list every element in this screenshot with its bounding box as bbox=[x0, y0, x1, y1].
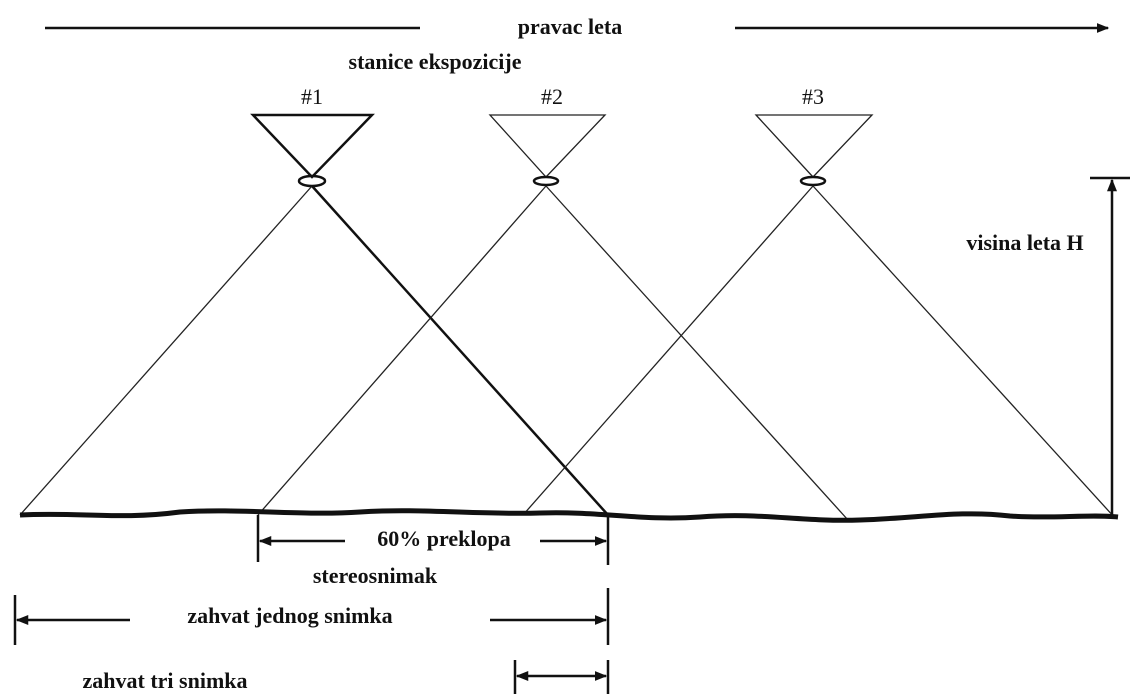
single-label: zahvat jednog snimka bbox=[187, 603, 392, 628]
label-bg bbox=[170, 48, 600, 80]
stations-label: stanice ekspozicije bbox=[349, 49, 522, 74]
station-label: #1 bbox=[301, 84, 323, 109]
overlap-label: 60% preklopa bbox=[377, 526, 510, 551]
label-bg bbox=[345, 527, 540, 555]
station-label: #3 bbox=[802, 84, 824, 109]
label-bg bbox=[945, 228, 1105, 262]
triple-label: zahvat tri snimka bbox=[83, 668, 248, 693]
station-label: #2 bbox=[541, 84, 563, 109]
ground bbox=[19, 508, 1119, 523]
rays bbox=[19, 185, 1116, 521]
stereo-label: stereosnimak bbox=[313, 563, 438, 588]
camera bbox=[250, 113, 375, 188]
label-bg bbox=[130, 604, 490, 634]
label-bg bbox=[420, 8, 735, 48]
height-label: visina leta H bbox=[966, 230, 1083, 255]
camera bbox=[488, 114, 607, 187]
camera bbox=[754, 114, 874, 187]
flight-label: pravac leta bbox=[518, 14, 622, 39]
